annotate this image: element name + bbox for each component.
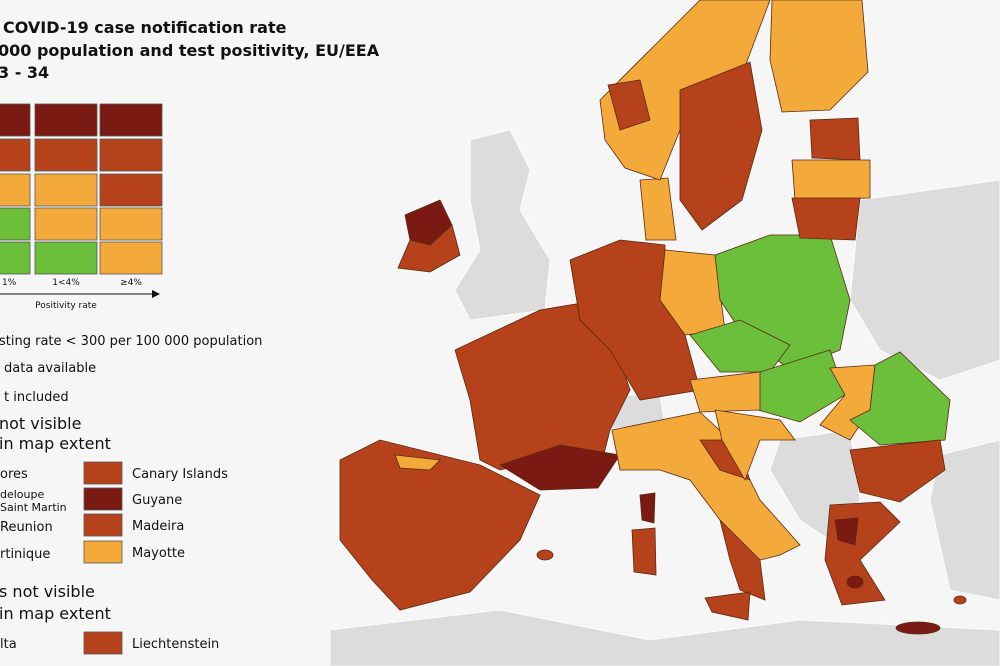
legend-cell (99, 103, 163, 137)
region (846, 575, 864, 589)
legend-notes: sting rate < 300 per 100 000 population … (0, 334, 262, 405)
region (499, 444, 621, 491)
region (704, 591, 751, 621)
legend-cell (99, 173, 163, 207)
non-eu-turkey (929, 439, 1000, 601)
legend-cell (99, 207, 163, 241)
region-label: lta (0, 637, 17, 652)
title-line: 3 - 34 (0, 63, 49, 82)
region-label: rtinique (0, 547, 50, 562)
legend-cell (0, 103, 31, 137)
note: data available (4, 361, 96, 376)
region (719, 518, 766, 601)
title-line: COVID-19 case notification rate (3, 18, 287, 37)
small-countries-legend: s not visible in map extent lta Liechten… (0, 582, 219, 655)
legend-cell (34, 173, 98, 207)
legend-cell (34, 207, 98, 241)
legend-cell (34, 138, 98, 172)
region (397, 224, 461, 273)
region (639, 492, 656, 524)
region (679, 61, 763, 231)
swatch (83, 487, 123, 511)
title-line: 000 population and test positivity, EU/E… (0, 41, 380, 60)
region (339, 439, 541, 611)
region (607, 79, 651, 131)
region (714, 409, 796, 481)
region (394, 454, 441, 471)
region (953, 595, 967, 605)
region (536, 549, 554, 561)
outermost-legend: not visible in map extent ores deloupe S… (0, 414, 228, 564)
region-label: Mayotte (132, 546, 185, 561)
region-label: Madeira (132, 519, 184, 534)
positivity-label: ≥4% (120, 278, 142, 288)
region (834, 517, 859, 546)
region-label: Saint Martin (0, 501, 67, 514)
legend-cell (99, 241, 163, 275)
swatch (83, 461, 123, 485)
positivity-label: 1<4% (52, 278, 80, 288)
region (689, 319, 791, 373)
region (769, 0, 869, 113)
positivity-label: 1% (2, 278, 17, 288)
section-title: not visible (0, 414, 81, 433)
region (849, 351, 951, 446)
section-title: in map extent (0, 434, 111, 453)
swatch (83, 540, 123, 564)
region (809, 117, 861, 161)
legend-cell (99, 138, 163, 172)
legend-cell (0, 241, 31, 275)
legend-matrix: 1% 1<4% ≥4% Positivity rate (0, 103, 163, 311)
legend-cell (0, 138, 31, 172)
swatch (83, 631, 123, 655)
section-title: s not visible (0, 582, 95, 601)
note: sting rate < 300 per 100 000 population (0, 334, 262, 349)
region-label: deloupe (0, 488, 44, 501)
legend-cell (34, 241, 98, 275)
region (689, 371, 761, 413)
region-label: Liechtenstein (132, 637, 219, 652)
legend-cell (0, 207, 31, 241)
legend-cell (34, 103, 98, 137)
region (791, 159, 871, 201)
section-title: in map extent (0, 604, 111, 623)
legend-cell (0, 173, 31, 207)
region (631, 527, 657, 576)
note: t included (4, 390, 69, 405)
region (895, 621, 941, 635)
axis-label: Positivity rate (35, 301, 97, 311)
region-label: Guyane (132, 493, 182, 508)
swatch (83, 513, 123, 537)
region-label: Canary Islands (132, 467, 228, 482)
region-label: ores (0, 467, 28, 482)
header: COVID-19 case notification rate 000 popu… (0, 18, 380, 82)
map (329, 0, 1000, 666)
region-label: Reunion (0, 520, 53, 535)
region (849, 439, 946, 503)
region (569, 239, 701, 401)
region (791, 197, 861, 241)
arrow-head (152, 290, 160, 298)
